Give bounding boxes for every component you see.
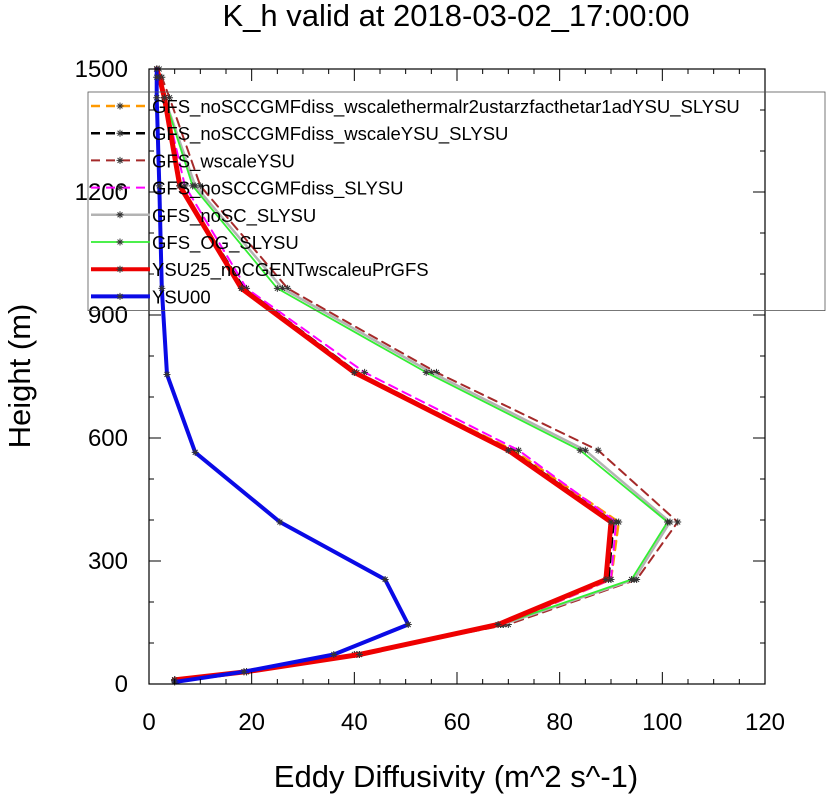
- legend-label: GFS_OG_SLYSU: [152, 232, 299, 254]
- x-tick-label: 20: [238, 709, 265, 736]
- y-tick-label: 600: [88, 425, 128, 452]
- legend-label: GFS_noSCCGMFdiss_wscaleYSU_SLYSU: [152, 123, 508, 145]
- data-point: [427, 368, 435, 376]
- y-axis-label: Height (m): [2, 304, 37, 449]
- data-point: [515, 446, 523, 454]
- data-point: [494, 621, 502, 629]
- x-tick-label: 0: [142, 709, 155, 736]
- legend-label: YSU25_noCGENTwscaleuPrGFS: [152, 259, 429, 281]
- legend-label: YSU00: [152, 286, 211, 307]
- chart-title: K_h valid at 2018-03-02_17:00:00: [222, 0, 689, 33]
- data-point: [163, 370, 171, 378]
- data-point: [160, 94, 168, 102]
- legend-item: GFS_noSCCGMFdiss_wscalethermalr2ustarzfa…: [91, 96, 740, 118]
- data-point: [276, 518, 284, 526]
- data-point: [404, 621, 412, 629]
- legend-marker: [116, 102, 124, 110]
- legend-label: GFS_noSCCGMFdiss_wscalethermalr2ustarzfa…: [152, 96, 740, 118]
- legend-marker: [116, 265, 124, 273]
- legend-item: YSU00: [91, 286, 211, 307]
- x-tick-label: 80: [546, 709, 573, 736]
- legend-label: GFS_noSC_SLYSU: [152, 205, 316, 227]
- data-point: [158, 284, 166, 292]
- data-point: [504, 621, 512, 629]
- data-point: [189, 182, 197, 190]
- data-point: [504, 446, 512, 454]
- legend-label: GFS_noSCCGMFdiss_SLYSU: [152, 178, 404, 200]
- legend-item: GFS_noSCCGMFdiss_SLYSU: [91, 178, 404, 200]
- legend-item: GFS_wscaleYSU: [91, 150, 295, 172]
- data-point: [284, 284, 292, 292]
- legend-marker: [116, 184, 124, 192]
- data-point: [155, 182, 163, 190]
- data-point: [602, 575, 610, 583]
- data-point: [181, 182, 189, 190]
- data-point: [576, 446, 584, 454]
- data-point: [663, 518, 671, 526]
- legend-item: GFS_noSC_SLYSU: [91, 205, 316, 227]
- x-axis-label: Eddy Diffusivity (m^2 s^-1): [274, 759, 638, 794]
- data-point: [153, 94, 161, 102]
- legend-marker: [116, 211, 124, 219]
- data-point: [153, 73, 161, 81]
- y-tick-label: 0: [115, 671, 128, 698]
- data-point: [350, 368, 358, 376]
- data-point: [243, 284, 251, 292]
- x-tick-label: 40: [341, 709, 368, 736]
- data-point: [361, 368, 369, 376]
- data-point: [581, 446, 589, 454]
- data-point: [432, 368, 440, 376]
- data-point: [196, 182, 204, 190]
- series-7: [153, 65, 412, 686]
- legend-box: [87, 91, 826, 312]
- legend-label: GFS_wscaleYSU: [152, 150, 295, 172]
- data-point: [607, 518, 615, 526]
- data-point: [237, 284, 245, 292]
- data-point: [381, 575, 389, 583]
- data-point: [355, 650, 363, 658]
- legend-marker: [116, 129, 124, 137]
- data-point: [628, 575, 636, 583]
- data-point: [166, 94, 174, 102]
- data-point: [594, 446, 602, 454]
- x-tick-label: 100: [642, 709, 682, 736]
- data-point: [674, 518, 682, 526]
- legend-item: YSU25_noCGENTwscaleuPrGFS: [91, 259, 429, 281]
- data-point: [240, 668, 248, 676]
- legend-item: GFS_noSCCGMFdiss_wscaleYSU_SLYSU: [91, 123, 508, 145]
- y-tick-label: 900: [88, 302, 128, 329]
- data-point: [176, 182, 184, 190]
- y-tick-label: 1500: [75, 56, 128, 83]
- legend: GFS_noSCCGMFdiss_wscalethermalr2ustarzfa…: [87, 91, 826, 312]
- data-point: [607, 575, 615, 583]
- data-point: [422, 368, 430, 376]
- data-point: [330, 650, 338, 658]
- legend-marker: [116, 292, 124, 300]
- y-tick-label: 300: [88, 548, 128, 575]
- x-tick-label: 60: [444, 709, 471, 736]
- legend-marker: [116, 156, 124, 164]
- data-point: [278, 284, 286, 292]
- series-layer: [153, 65, 682, 686]
- x-tick-label: 120: [745, 709, 785, 736]
- data-point: [612, 518, 620, 526]
- data-point: [191, 448, 199, 456]
- legend-marker: [116, 238, 124, 246]
- y-tick-label: 1200: [75, 179, 128, 206]
- data-point: [273, 284, 281, 292]
- legend-item: GFS_OG_SLYSU: [91, 232, 299, 254]
